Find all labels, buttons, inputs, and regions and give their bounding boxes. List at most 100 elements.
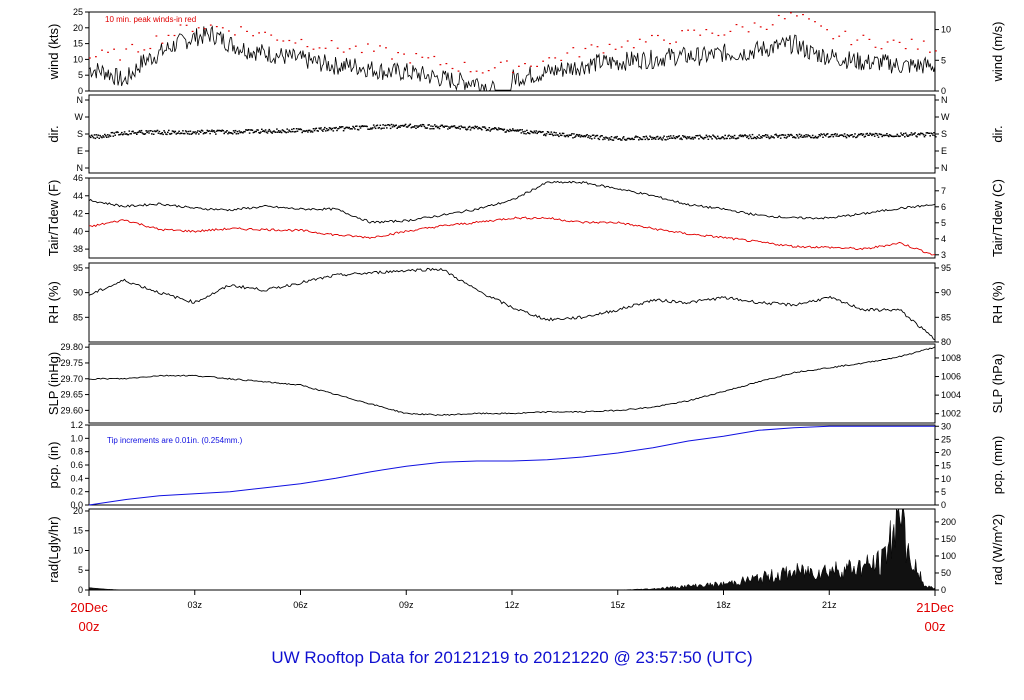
peak-wind-point — [675, 41, 677, 43]
xtick-label: 18z — [716, 600, 731, 610]
peak-wind-point — [524, 63, 526, 65]
wind-direction-point — [591, 134, 594, 136]
wind-direction-point — [712, 134, 714, 136]
wind-direction-point — [692, 138, 695, 140]
wind-direction-point — [638, 139, 640, 141]
wind-direction-point — [308, 129, 310, 132]
wind-direction-point — [622, 137, 624, 139]
wind-direction-point — [876, 134, 879, 136]
wind-direction-point — [481, 126, 484, 128]
wind-direction-point — [289, 130, 291, 133]
wind-direction-point — [440, 124, 443, 126]
peak-wind-point — [246, 30, 248, 32]
wind-direction-point — [921, 132, 924, 135]
x-end-time-label: 00z — [925, 619, 946, 634]
wind-direction-point — [216, 129, 219, 132]
ytick-label-wind: 5 — [78, 70, 83, 80]
wind-direction-point — [750, 137, 753, 140]
wind-direction-point — [563, 135, 566, 137]
peak-wind-point — [439, 64, 442, 66]
wind-direction-point — [857, 135, 859, 137]
wind-direction-point — [687, 137, 690, 139]
wind-direction-point — [834, 133, 836, 135]
wind-direction-point — [652, 136, 654, 139]
peak-wind-point — [348, 48, 351, 50]
wind-direction-point — [629, 138, 632, 141]
wind-direction-point — [605, 136, 607, 138]
wind-direction-point — [95, 134, 98, 136]
wind-direction-point — [165, 133, 167, 135]
wind-direction-point — [393, 125, 396, 128]
wind-direction-point — [113, 132, 115, 134]
wind-direction-point — [702, 138, 705, 140]
wind-direction-point — [380, 128, 382, 130]
wind-direction-point — [320, 127, 322, 129]
wind-direction-point — [676, 136, 679, 139]
wind-direction-point — [442, 125, 444, 128]
ytick-label-right-wind: 10 — [941, 25, 951, 35]
wind-direction-point — [847, 135, 850, 137]
wind-direction-point — [726, 137, 728, 140]
peak-wind-point — [554, 57, 557, 59]
wind-direction-point — [656, 135, 659, 138]
wind-direction-point — [272, 130, 274, 133]
wind-direction-point — [848, 135, 851, 138]
wind-direction-point — [566, 134, 569, 136]
wind-direction-point — [818, 134, 820, 136]
wind-direction-point — [586, 134, 588, 136]
peak-wind-point — [596, 46, 599, 48]
wind-direction-point — [377, 127, 380, 129]
wind-direction-point — [753, 136, 756, 138]
peak-wind-point — [379, 45, 381, 47]
peak-wind-point — [203, 28, 206, 30]
wind-direction-point — [720, 137, 723, 139]
weather-chart: wind (kts) wind (m/s) 0 5 10 15 20 25 0 5 10 10 min… — [46, 7, 1005, 634]
peak-wind-point — [469, 71, 472, 73]
wind-direction-point — [168, 129, 170, 132]
ytick-label-temp: 44 — [73, 191, 83, 201]
wind-direction-point — [214, 131, 216, 133]
wind-direction-point — [781, 134, 784, 136]
wind-direction-point — [754, 137, 757, 139]
wind-direction-point — [362, 125, 365, 128]
wind-direction-point — [474, 125, 476, 127]
wind-direction-point — [450, 125, 453, 127]
wind-direction-point — [494, 127, 496, 129]
wind-direction-point — [895, 135, 898, 137]
wind-direction-point — [815, 137, 818, 139]
peak-wind-point — [276, 39, 279, 41]
wind-direction-point — [814, 135, 817, 138]
wind-direction-point — [603, 136, 605, 139]
wind-direction-point — [136, 131, 139, 134]
wind-direction-point — [774, 134, 776, 136]
wind-direction-point — [723, 138, 726, 140]
wind-direction-point — [255, 130, 257, 133]
wind-direction-point — [107, 136, 110, 138]
wind-direction-point — [715, 137, 717, 139]
wind-direction-point — [314, 128, 317, 130]
wind-direction-point — [878, 133, 881, 135]
wind-direction-point — [268, 128, 271, 131]
peak-wind-point — [318, 47, 321, 49]
wind-direction-point — [713, 135, 715, 137]
peak-wind-point — [904, 48, 907, 50]
wind-direction-point — [225, 131, 227, 133]
wind-direction-point — [888, 134, 891, 136]
wind-direction-point — [811, 134, 814, 137]
ytick-label-wind: 25 — [73, 7, 83, 17]
wind-direction-point — [570, 134, 572, 136]
wind-direction-point — [93, 134, 96, 136]
wind-direction-point — [802, 136, 805, 138]
wind-direction-point — [771, 136, 773, 138]
panel-frame-rh — [88, 262, 936, 343]
wind-direction-point — [747, 135, 749, 137]
wind-direction-point — [832, 136, 835, 138]
wind-direction-point — [144, 133, 147, 135]
wind-direction-point — [737, 137, 740, 139]
wind-direction-point — [667, 138, 669, 140]
wind-direction-point — [868, 134, 870, 136]
wind-direction-point — [193, 131, 195, 134]
wind-direction-point — [465, 128, 467, 130]
wind-direction-point — [307, 131, 309, 133]
wind-direction-point — [282, 130, 285, 132]
